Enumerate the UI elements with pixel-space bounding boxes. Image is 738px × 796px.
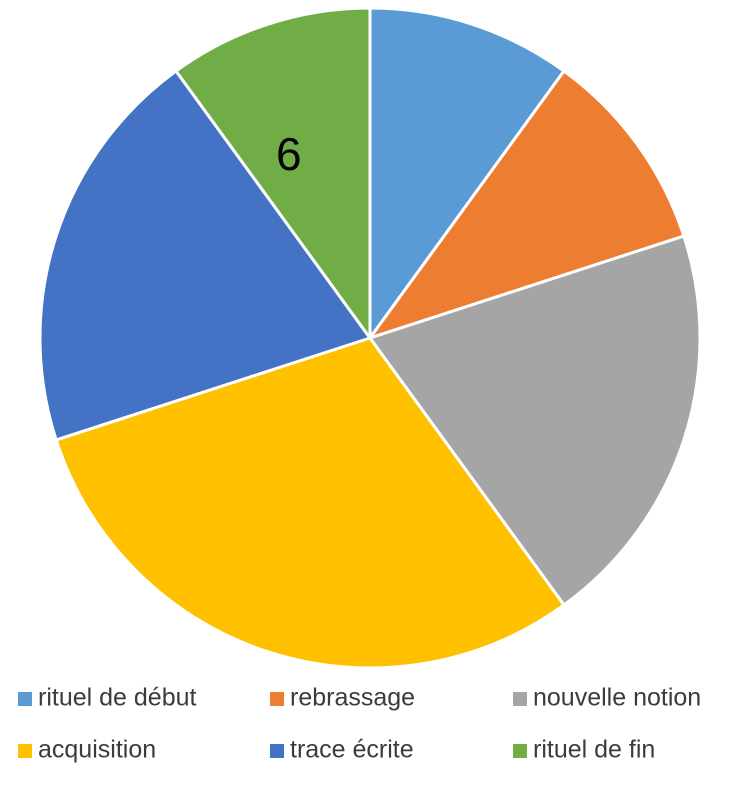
legend-swatch <box>18 744 32 758</box>
pie-slice <box>367 234 702 608</box>
legend-swatch <box>270 744 284 758</box>
legend-label: nouvelle notion <box>533 684 701 712</box>
pie-slice <box>173 6 372 343</box>
legend-swatch <box>18 692 32 706</box>
legend-label: rituel de fin <box>533 736 655 764</box>
legend-label: acquisition <box>38 736 156 764</box>
pie-slice <box>366 68 686 341</box>
legend-label: rituel de début <box>38 684 197 712</box>
legend-swatch <box>513 692 527 706</box>
pie-slice <box>54 336 567 670</box>
legend-swatch <box>270 692 284 706</box>
pie-slice <box>368 6 567 343</box>
pie-slice <box>38 68 373 442</box>
legend-label: trace écrite <box>290 736 414 764</box>
legend-swatch <box>513 744 527 758</box>
legend-label: rebrassage <box>290 684 415 712</box>
data-label: 6 <box>276 128 302 180</box>
